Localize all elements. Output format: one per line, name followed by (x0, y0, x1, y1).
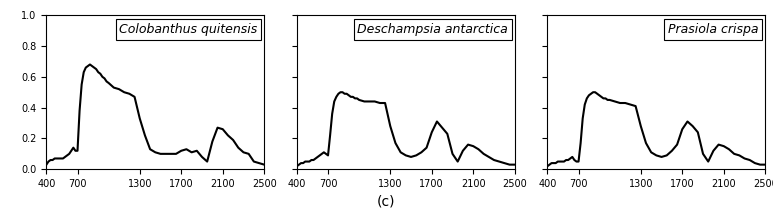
Text: Prasiola crispa: Prasiola crispa (668, 23, 759, 36)
Text: Colobanthus quitensis: Colobanthus quitensis (120, 23, 257, 36)
Text: Deschampsia antarctica: Deschampsia antarctica (357, 23, 508, 36)
Text: (c): (c) (377, 194, 396, 208)
